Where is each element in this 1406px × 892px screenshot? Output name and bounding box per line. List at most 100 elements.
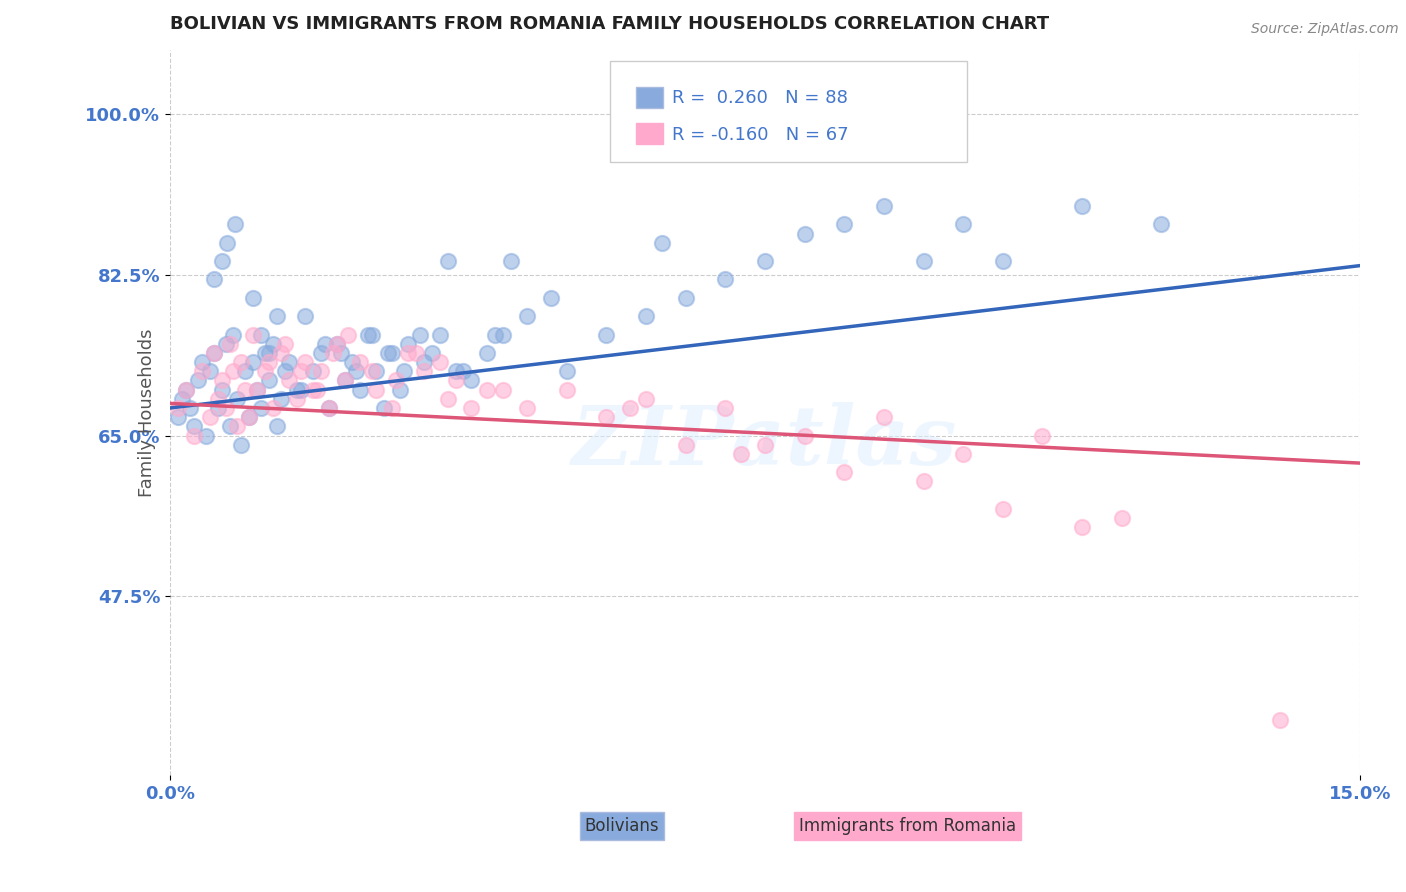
Point [555, 364, 578, 378]
Point [278, 373, 301, 387]
Point [254, 346, 277, 360]
Point [235, 383, 257, 397]
Point [246, 383, 269, 397]
Point [214, 336, 236, 351]
Point [325, 336, 347, 351]
Point [952, 217, 974, 231]
Point [754, 254, 776, 268]
Point [174, 383, 197, 397]
Point [460, 373, 482, 387]
Text: BOLIVIAN VS IMMIGRANTS FROM ROMANIA FAMILY HOUSEHOLDS CORRELATION CHART: BOLIVIAN VS IMMIGRANTS FROM ROMANIA FAMI… [170, 15, 1049, 33]
Point [262, 401, 284, 415]
Point [714, 401, 737, 415]
Point [194, 428, 217, 442]
Point [222, 364, 245, 378]
Point [516, 309, 538, 323]
Point [516, 401, 538, 415]
Point [207, 401, 229, 415]
Point [174, 383, 197, 397]
Point [492, 383, 515, 397]
Point [294, 309, 316, 323]
Point [211, 254, 233, 268]
Point [254, 364, 277, 378]
Point [266, 419, 288, 434]
Point [242, 327, 264, 342]
Point [991, 502, 1014, 516]
Text: Immigrants from Romania: Immigrants from Romania [799, 817, 1017, 835]
Point [294, 355, 316, 369]
Point [793, 428, 815, 442]
Point [366, 383, 388, 397]
Point [198, 364, 221, 378]
Point [274, 364, 297, 378]
Point [266, 309, 288, 323]
Point [396, 346, 419, 360]
Point [333, 373, 356, 387]
Point [250, 327, 273, 342]
Point [396, 336, 419, 351]
Point [322, 346, 344, 360]
Text: Bolivians: Bolivians [585, 817, 659, 835]
Y-axis label: Family Households: Family Households [138, 328, 156, 497]
Point [991, 254, 1014, 268]
Point [477, 383, 499, 397]
Point [290, 364, 312, 378]
Point [477, 346, 499, 360]
Point [444, 364, 467, 378]
Point [714, 272, 737, 286]
Point [207, 392, 229, 406]
Point [231, 438, 253, 452]
Point [342, 355, 364, 369]
Point [392, 364, 415, 378]
Point [1150, 217, 1173, 231]
Point [187, 373, 209, 387]
Point [226, 392, 249, 406]
Point [309, 364, 332, 378]
Point [754, 438, 776, 452]
Point [429, 355, 451, 369]
Point [290, 383, 312, 397]
Point [238, 410, 260, 425]
Point [381, 346, 404, 360]
Point [540, 291, 562, 305]
Point [405, 346, 427, 360]
Point [238, 410, 260, 425]
Point [246, 383, 269, 397]
Point [675, 438, 697, 452]
Point [409, 327, 432, 342]
Point [377, 346, 399, 360]
Point [595, 410, 617, 425]
Point [361, 364, 384, 378]
Point [366, 364, 388, 378]
Point [242, 291, 264, 305]
Point [444, 373, 467, 387]
Point [309, 346, 332, 360]
Point [499, 254, 522, 268]
Point [274, 336, 297, 351]
Point [349, 383, 371, 397]
Point [262, 336, 284, 351]
Point [381, 401, 404, 415]
Point [952, 447, 974, 461]
Point [730, 447, 752, 461]
Point [325, 336, 347, 351]
Text: ZIPatlas: ZIPatlas [572, 401, 957, 482]
Point [202, 346, 225, 360]
Point [873, 199, 896, 213]
Point [217, 235, 239, 250]
Point [301, 383, 323, 397]
Point [250, 401, 273, 415]
Point [361, 327, 384, 342]
Point [357, 327, 380, 342]
FancyBboxPatch shape [637, 87, 662, 108]
Point [420, 346, 443, 360]
Point [1071, 520, 1094, 534]
Point [873, 410, 896, 425]
Point [436, 392, 458, 406]
Point [651, 235, 673, 250]
Point [318, 401, 340, 415]
Point [167, 401, 190, 415]
Point [170, 392, 193, 406]
Point [555, 383, 578, 397]
Point [301, 364, 323, 378]
